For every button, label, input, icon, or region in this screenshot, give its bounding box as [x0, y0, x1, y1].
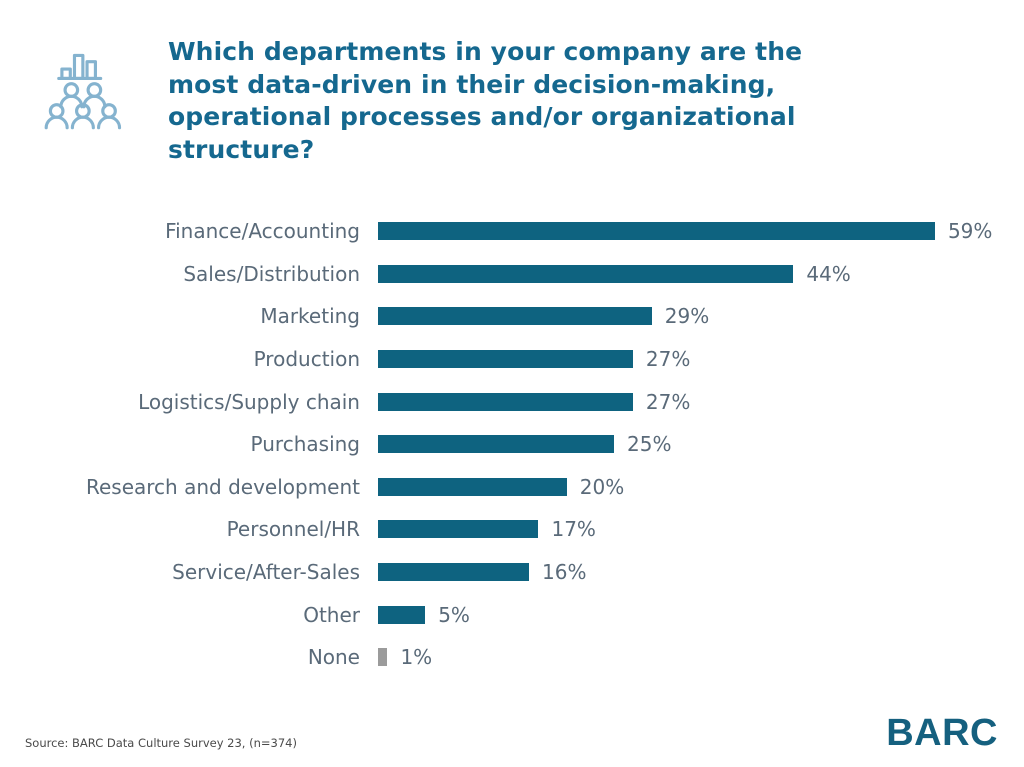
value-label: 25%: [627, 432, 672, 457]
bar: [378, 563, 530, 582]
chart-row: Marketing 29%: [0, 295, 1024, 338]
chart-row: Logistics/Supply chain 27%: [0, 380, 1024, 423]
barc-logo: BARC: [886, 712, 998, 754]
category-label: Personnel/HR: [226, 517, 360, 542]
value-label: 59%: [947, 219, 993, 244]
value-label: 44%: [806, 261, 851, 286]
value-label: 29%: [664, 304, 710, 329]
value-label: 17%: [551, 517, 596, 542]
value-label: 5%: [438, 602, 470, 627]
category-label: Research and development: [85, 474, 360, 499]
bar: [378, 392, 633, 411]
category-label: Sales/Distribution: [183, 261, 360, 286]
value-label: 20%: [579, 474, 625, 499]
category-label: Service/After-Sales: [172, 560, 360, 585]
chart-row: None 1%: [0, 636, 1024, 679]
chart-row: Production 27%: [0, 338, 1024, 381]
source-note: Source: BARC Data Culture Survey 23, (n=…: [25, 736, 297, 750]
bar: [378, 435, 614, 454]
chart-title: Which departments in your company are th…: [168, 37, 803, 164]
chart-row: Finance/Accounting 59%: [0, 210, 1024, 253]
chart-row: Personnel/HR 17%: [0, 508, 1024, 551]
category-label: Logistics/Supply chain: [138, 389, 360, 414]
category-label: Other: [303, 602, 360, 627]
category-label: Production: [253, 347, 360, 372]
bar: [378, 350, 633, 369]
category-label: None: [307, 645, 360, 670]
category-label: Purchasing: [250, 432, 360, 457]
bar: [378, 222, 935, 241]
chart-row: Research and development 20%: [0, 466, 1024, 509]
chart-row: Sales/Distribution 44%: [0, 253, 1024, 296]
bar: [378, 520, 539, 539]
value-label: 27%: [645, 347, 691, 372]
category-label: Marketing: [260, 304, 360, 329]
chart-row: Purchasing 25%: [0, 423, 1024, 466]
chart-row: Other 5%: [0, 593, 1024, 636]
chart-row: Service/After-Sales 16%: [0, 551, 1024, 594]
bar: [378, 477, 567, 496]
value-label: 16%: [542, 560, 587, 585]
bar: [378, 307, 652, 326]
chart-rows: Finance/Accounting 59% Sales/Distribution 4…: [0, 210, 1024, 679]
category-label: Finance/Accounting: [165, 219, 360, 244]
value-label: 27%: [645, 389, 691, 414]
value-label: 1%: [400, 645, 433, 670]
bar: [378, 648, 388, 667]
bar: [378, 605, 426, 624]
audience-bar-chart-icon: [44, 53, 122, 130]
bar: [378, 264, 794, 283]
